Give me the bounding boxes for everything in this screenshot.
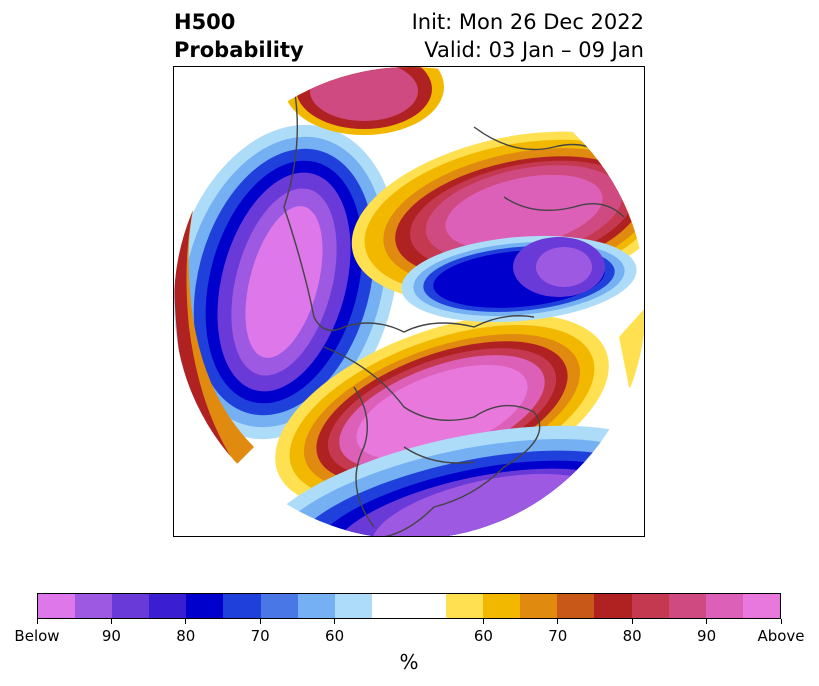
colorbar-cell bbox=[75, 594, 113, 618]
colorbar-cell bbox=[38, 594, 76, 618]
colorbar-cell bbox=[371, 594, 409, 618]
high-anomaly-siberia bbox=[284, 67, 444, 135]
colorbar-cell bbox=[186, 594, 224, 618]
colorbar-cell bbox=[446, 594, 484, 618]
map-canvas bbox=[174, 67, 644, 536]
colorbar-tick-label: 70 bbox=[250, 627, 270, 645]
colorbar-tick-label: 90 bbox=[101, 627, 121, 645]
low-anomaly-europe bbox=[401, 235, 637, 323]
colorbar-cell bbox=[520, 594, 558, 618]
chart-title-right: Init: Mon 26 Dec 2022 Valid: 03 Jan – 09… bbox=[412, 8, 644, 64]
colorbar-tick-label: Above bbox=[757, 627, 805, 645]
chart-title-left: H500 Probability bbox=[174, 8, 304, 64]
colorbar-cell bbox=[112, 594, 150, 618]
colorbar-tick bbox=[334, 619, 336, 624]
colorbar-cell bbox=[149, 594, 187, 618]
colorbar-cell bbox=[668, 594, 706, 618]
colorbar-tick-label: 60 bbox=[325, 627, 345, 645]
colorbar-cell bbox=[594, 594, 632, 618]
coastlines bbox=[283, 86, 625, 536]
colorbar-cell bbox=[557, 594, 595, 618]
colorbar-tick bbox=[259, 619, 261, 624]
colorbar-tick-label: Below bbox=[14, 627, 60, 645]
title-variable: H500 bbox=[174, 10, 236, 34]
colorbar-cell bbox=[705, 594, 743, 618]
colorbar-tick-label: 80 bbox=[176, 627, 196, 645]
probability-map bbox=[173, 66, 645, 537]
valid-range: Valid: 03 Jan – 09 Jan bbox=[424, 38, 644, 62]
colorbar-cell bbox=[260, 594, 298, 618]
colorbar-tick bbox=[110, 619, 112, 624]
colorbar-cell bbox=[742, 594, 780, 618]
colorbar-cell bbox=[631, 594, 669, 618]
colorbar bbox=[37, 593, 781, 619]
colorbar-tick bbox=[557, 619, 559, 624]
colorbar-tick bbox=[185, 619, 187, 624]
colorbar-tick bbox=[706, 619, 708, 624]
title-metric: Probability bbox=[174, 38, 304, 62]
colorbar-tick bbox=[482, 619, 484, 624]
colorbar-tick-label: 60 bbox=[473, 627, 493, 645]
low-anomaly-pacific bbox=[174, 124, 399, 440]
colorbar-cell bbox=[223, 594, 261, 618]
colorbar-cell bbox=[408, 594, 447, 618]
colorbar-tick bbox=[631, 619, 633, 624]
colorbar-tick-label: 70 bbox=[548, 627, 568, 645]
high-anomaly-canada bbox=[275, 314, 609, 510]
colorbar-tick bbox=[780, 619, 782, 624]
colorbar-tick-label: 80 bbox=[622, 627, 642, 645]
colorbar-tick-label: 90 bbox=[697, 627, 717, 645]
colorbar-unit: % bbox=[399, 650, 419, 674]
init-date: Init: Mon 26 Dec 2022 bbox=[411, 10, 644, 34]
colorbar-cell bbox=[297, 594, 335, 618]
colorbar-tick bbox=[36, 619, 38, 624]
colorbar-cell bbox=[334, 594, 372, 618]
colorbar-cell bbox=[483, 594, 521, 618]
